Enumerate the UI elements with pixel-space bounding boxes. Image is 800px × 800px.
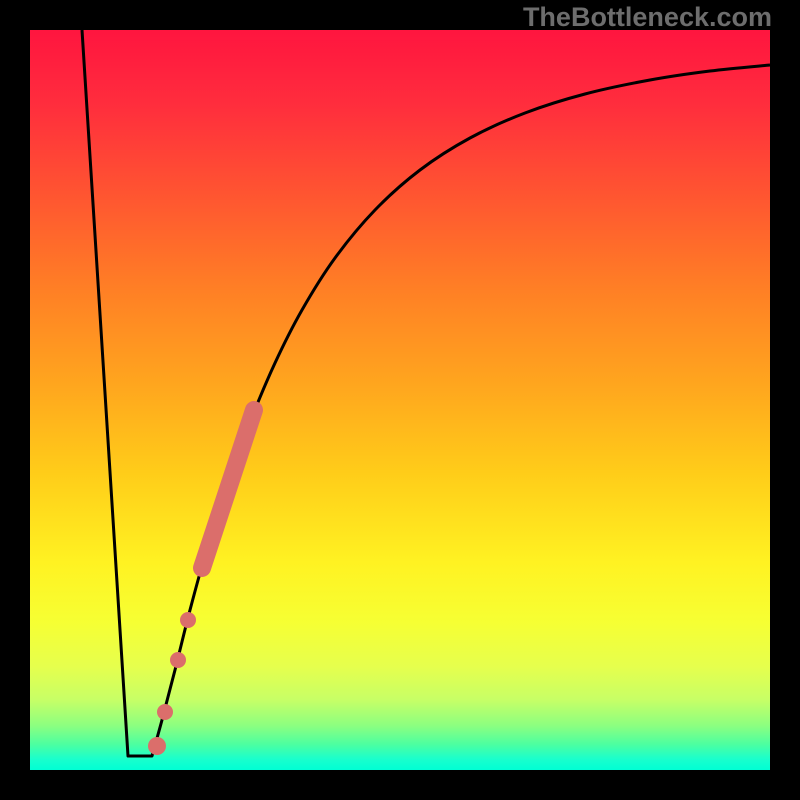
watermark-text: TheBottleneck.com <box>523 2 772 33</box>
chart-stage: TheBottleneck.com <box>0 0 800 800</box>
plot-area <box>30 30 770 770</box>
